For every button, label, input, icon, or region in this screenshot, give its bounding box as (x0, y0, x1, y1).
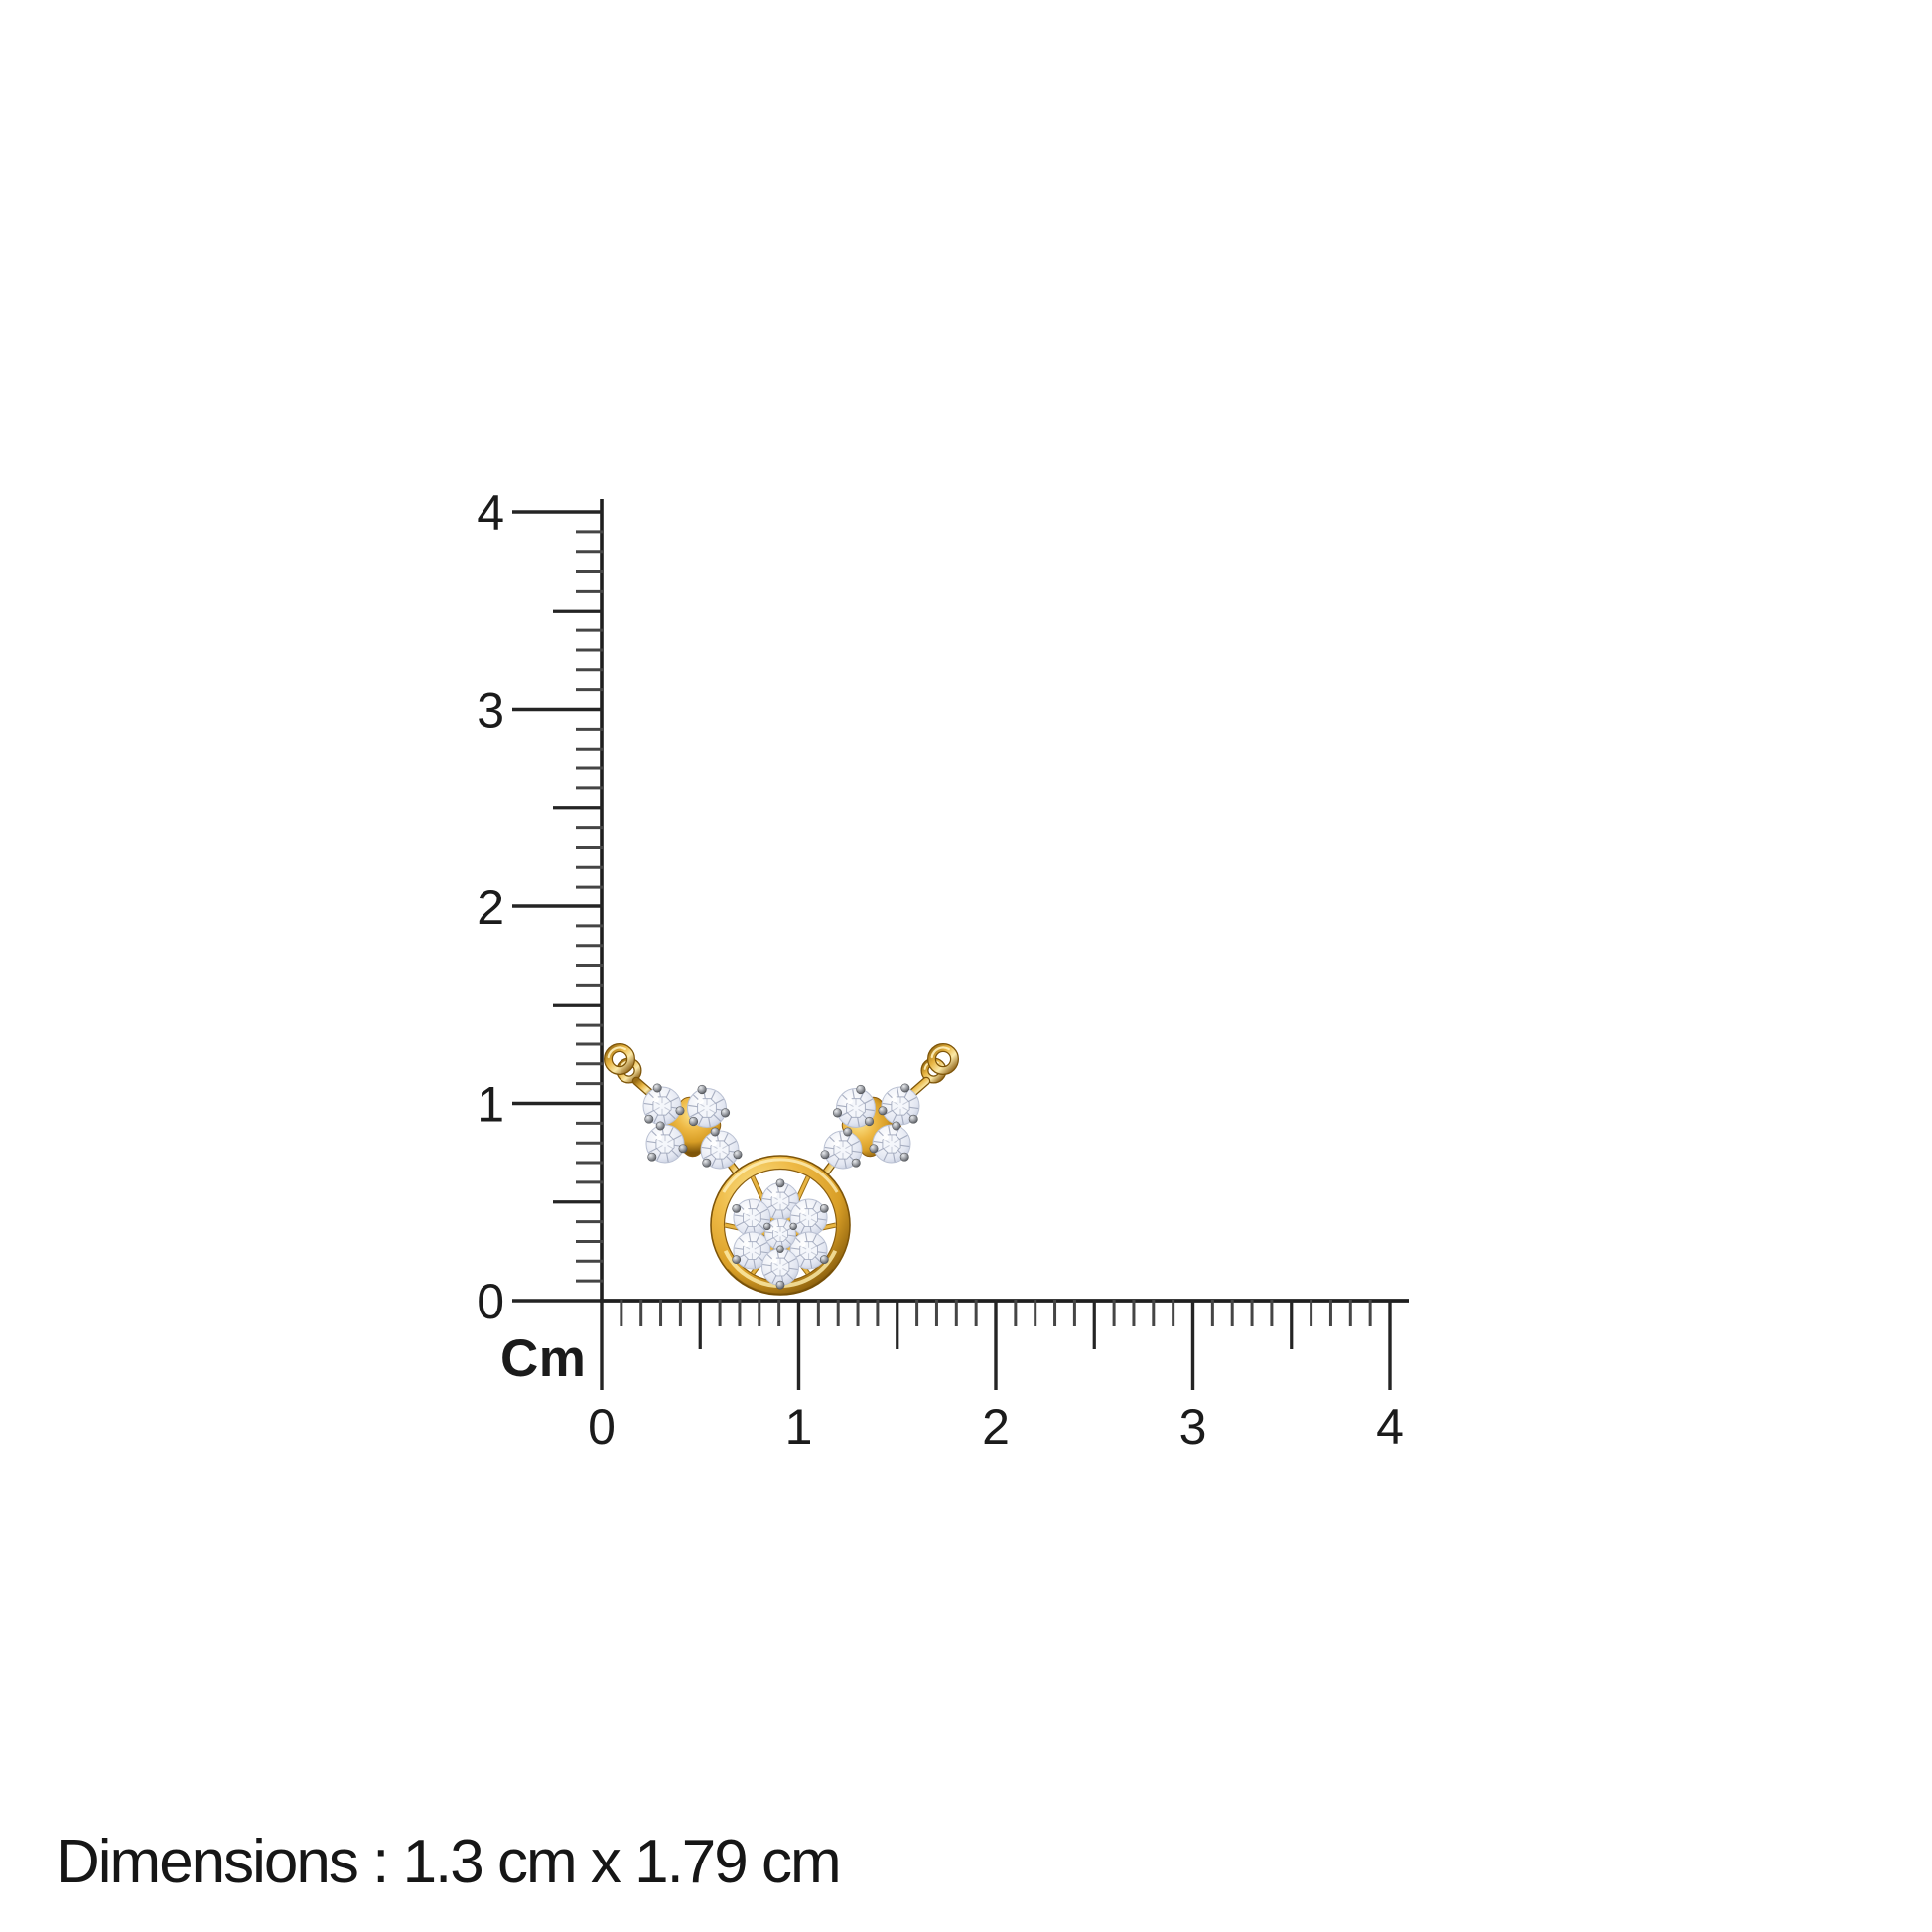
vertical-ruler: 0 1 2 3 4 (477, 485, 604, 1329)
prong (820, 1150, 830, 1160)
prong (675, 1106, 685, 1116)
horizontal-ruler: 0 1 2 3 4 (588, 1299, 1409, 1454)
prong (843, 1127, 853, 1137)
prong (819, 1255, 829, 1264)
prong (644, 1114, 654, 1124)
prong (832, 1108, 843, 1118)
pendant (604, 1043, 959, 1296)
tick-label: 4 (1376, 1399, 1404, 1454)
chain-jump-ring (927, 1043, 959, 1075)
prong (819, 1204, 829, 1213)
rulers: 0 1 2 3 4 0 1 2 3 4 (477, 485, 1409, 1454)
diamond-stone (732, 1198, 771, 1237)
prong (678, 1144, 688, 1154)
diamond-stone (832, 1084, 876, 1128)
prong (900, 1083, 910, 1093)
prong (763, 1222, 771, 1231)
prong (697, 1084, 707, 1095)
prong (776, 1245, 784, 1253)
diamond-stone (761, 1248, 799, 1290)
prong (775, 1178, 785, 1188)
prong (647, 1152, 657, 1162)
tick-label: 0 (588, 1399, 616, 1454)
prong (856, 1084, 866, 1095)
tick-label: 4 (477, 485, 504, 541)
prong (892, 1121, 901, 1131)
diamond-stone (820, 1127, 863, 1170)
prong (688, 1116, 699, 1127)
prong (720, 1108, 731, 1118)
diamond-stone (645, 1121, 688, 1164)
prong (775, 1280, 785, 1290)
prong (869, 1144, 879, 1154)
prong (732, 1204, 742, 1213)
tick-label: 3 (477, 683, 504, 739)
diamond-stone (789, 1198, 829, 1237)
diamond-stone (700, 1127, 743, 1170)
tick-label: 2 (477, 880, 504, 935)
diamond-stone (763, 1218, 797, 1253)
tick-label: 1 (477, 1077, 504, 1133)
prong (702, 1158, 712, 1168)
prong (899, 1152, 909, 1162)
tick-label: 0 (477, 1274, 504, 1329)
tick-label: 3 (1179, 1399, 1207, 1454)
prong (851, 1158, 861, 1168)
diamond-stone (687, 1084, 731, 1128)
prong (652, 1083, 662, 1093)
diamond-stone (869, 1121, 911, 1164)
tick-label: 2 (982, 1399, 1010, 1454)
prong (878, 1106, 888, 1116)
diamond-stone (761, 1178, 799, 1220)
prong (655, 1121, 665, 1131)
diamond-stone (732, 1231, 771, 1270)
diamond-stone (878, 1083, 920, 1126)
unit-label: Cm (500, 1329, 587, 1388)
dimensions-caption: Dimensions : 1.3 cm x 1.79 cm (56, 1828, 842, 1896)
diamond-stone (789, 1231, 829, 1270)
prong (908, 1114, 918, 1124)
tick-label: 1 (785, 1399, 813, 1454)
diamond-stone (642, 1083, 685, 1126)
prong (733, 1150, 743, 1160)
prong (710, 1127, 720, 1137)
chain-jump-ring (604, 1043, 635, 1075)
prong (789, 1222, 797, 1231)
prong (864, 1116, 875, 1127)
prong (732, 1255, 742, 1264)
